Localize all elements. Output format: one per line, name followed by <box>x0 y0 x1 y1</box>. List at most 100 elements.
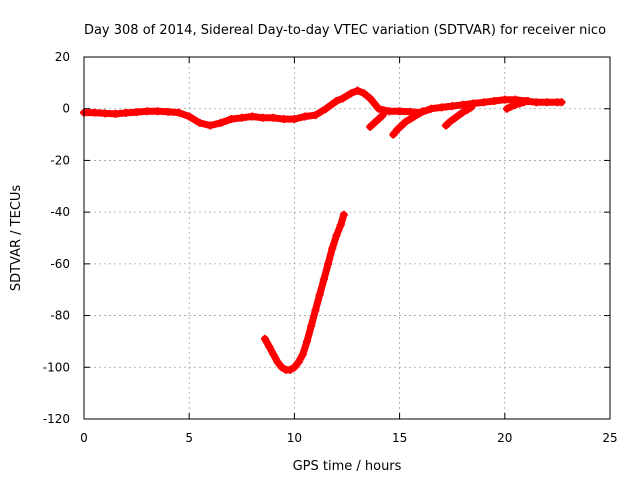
x-tick-label: 20 <box>497 431 512 445</box>
data-point <box>277 363 286 372</box>
data-point <box>507 102 516 111</box>
data-point <box>303 337 312 346</box>
data-point <box>321 104 330 113</box>
data-point <box>519 98 528 107</box>
data-point <box>441 121 450 130</box>
data-point <box>450 114 459 123</box>
series-band-5 <box>366 111 387 131</box>
data-point <box>427 104 436 113</box>
data-point <box>523 96 532 105</box>
data-point <box>258 113 267 122</box>
data-point <box>90 108 99 117</box>
data-point <box>216 118 225 127</box>
data-point <box>532 98 541 107</box>
y-axis-label: SDTVAR / TECUs <box>9 185 24 292</box>
data-point <box>227 115 236 124</box>
y-tick-label: 20 <box>55 50 70 64</box>
data-point <box>132 108 141 117</box>
data-point <box>101 109 110 118</box>
data-point <box>458 108 467 117</box>
data-point <box>515 99 524 108</box>
data-point <box>298 350 307 359</box>
y-tick-label: -40 <box>50 205 70 219</box>
x-axis-ticks: 0 5 10 15 20 25 <box>80 57 618 445</box>
data-point <box>260 334 269 343</box>
data-point <box>397 121 406 130</box>
data-point <box>370 118 379 127</box>
data-point <box>153 107 162 116</box>
data-point <box>311 306 320 315</box>
data-point <box>490 96 499 105</box>
data-point <box>353 86 362 95</box>
data-point <box>389 130 398 139</box>
x-tick-label: 0 <box>80 431 88 445</box>
y-axis-ticks: -120 -100 -80 -60 -40 -20 0 20 <box>43 50 610 426</box>
data-point <box>339 210 348 219</box>
data-point <box>111 109 120 118</box>
chart-title: Day 308 of 2014, Sidereal Day-to-day VTE… <box>84 23 606 38</box>
data-point <box>206 121 215 130</box>
data-point <box>332 96 341 105</box>
data-point <box>414 109 423 118</box>
data-point <box>324 259 333 268</box>
data-point <box>374 104 383 113</box>
y-tick-label: -60 <box>50 257 70 271</box>
data-point <box>446 117 455 126</box>
data-point <box>366 94 375 103</box>
data-point <box>328 244 337 253</box>
data-point <box>290 115 299 124</box>
data-point <box>286 365 295 374</box>
data-point <box>454 111 463 120</box>
data-point <box>437 103 446 112</box>
x-tick-label: 5 <box>185 431 193 445</box>
y-tick-label: -80 <box>50 309 70 323</box>
data-point <box>336 221 345 230</box>
data-point <box>290 363 299 372</box>
data-point <box>467 103 476 112</box>
data-point <box>479 98 488 107</box>
y-tick-label: -120 <box>43 412 70 426</box>
x-axis-label: GPS time / hours <box>293 459 402 474</box>
data-point <box>406 107 415 116</box>
x-tick-label: 25 <box>602 431 617 445</box>
data-point <box>502 104 511 113</box>
x-tick-label: 10 <box>287 431 302 445</box>
series-band-1 <box>261 211 348 374</box>
data-point <box>557 98 566 107</box>
data-point <box>401 117 410 126</box>
data-point <box>311 111 320 120</box>
data-point <box>307 321 316 330</box>
data-point <box>273 358 282 367</box>
data-point <box>279 115 288 124</box>
y-tick-label: 0 <box>62 102 70 116</box>
data-point <box>448 102 457 111</box>
data-point <box>269 113 278 122</box>
data-point <box>366 122 375 131</box>
data-point <box>385 107 394 116</box>
data-point <box>500 95 509 104</box>
data-point <box>395 107 404 116</box>
data-point <box>143 107 152 116</box>
x-tick-label: 15 <box>392 431 407 445</box>
data-points <box>80 86 566 374</box>
data-point <box>410 112 419 121</box>
data-point <box>462 106 471 115</box>
data-point <box>338 94 347 103</box>
data-point <box>269 350 278 359</box>
data-point <box>332 231 341 240</box>
data-point <box>195 118 204 127</box>
data-point <box>378 111 387 120</box>
data-point <box>265 342 274 351</box>
data-point <box>374 115 383 124</box>
data-point <box>300 112 309 121</box>
data-point <box>359 89 368 98</box>
data-point <box>122 108 131 117</box>
data-point <box>418 107 427 116</box>
data-point <box>458 100 467 109</box>
data-point <box>185 112 194 121</box>
data-point <box>164 107 173 116</box>
data-point <box>393 125 402 134</box>
data-point <box>174 108 183 117</box>
data-point <box>542 98 551 107</box>
